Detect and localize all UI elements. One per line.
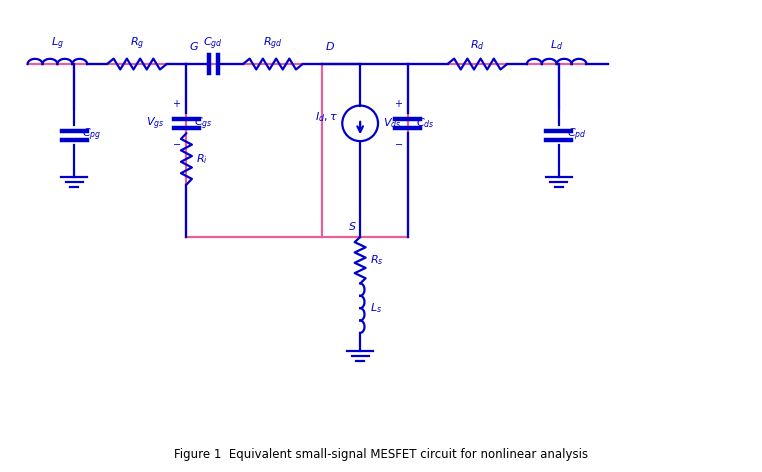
Text: $L_d$: $L_d$ — [550, 38, 563, 52]
Text: $-$: $-$ — [394, 138, 403, 148]
Text: Figure 1  Equivalent small-signal MESFET circuit for nonlinear analysis: Figure 1 Equivalent small-signal MESFET … — [174, 448, 588, 461]
Text: $R_s$: $R_s$ — [370, 253, 384, 267]
Text: $C_{ds}$: $C_{ds}$ — [416, 117, 434, 130]
Text: $+$: $+$ — [172, 98, 181, 109]
Text: $V_{gs}$: $V_{gs}$ — [146, 115, 165, 132]
Text: $C_{gs}$: $C_{gs}$ — [194, 115, 213, 132]
Text: $D$: $D$ — [325, 40, 335, 52]
Text: $C_{pd}$: $C_{pd}$ — [567, 127, 586, 143]
Text: $L_s$: $L_s$ — [370, 301, 383, 315]
Text: $R_d$: $R_d$ — [470, 38, 485, 52]
Text: $R_i$: $R_i$ — [197, 152, 208, 166]
Text: $R_g$: $R_g$ — [130, 36, 144, 52]
Text: $-$: $-$ — [172, 138, 181, 148]
Text: $C_{gd}$: $C_{gd}$ — [203, 36, 223, 52]
Text: $G$: $G$ — [190, 40, 200, 52]
Text: $+$: $+$ — [394, 98, 403, 109]
Text: $L_g$: $L_g$ — [51, 36, 64, 52]
Text: $S$: $S$ — [348, 220, 357, 232]
Text: $I_d, \tau$: $I_d, \tau$ — [315, 110, 338, 124]
Text: $R_{gd}$: $R_{gd}$ — [263, 36, 283, 52]
Text: $V_{ds}$: $V_{ds}$ — [383, 117, 402, 130]
Text: $C_{pg}$: $C_{pg}$ — [82, 127, 101, 143]
